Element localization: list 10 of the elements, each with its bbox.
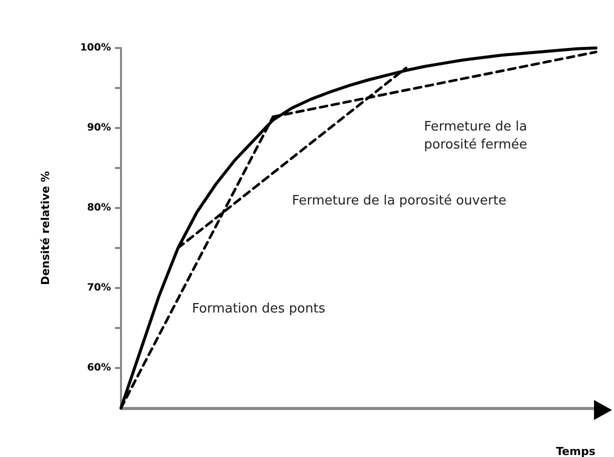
y-tick-label: 90% — [87, 122, 111, 134]
y-tick-label: 80% — [87, 202, 111, 214]
y-tick-label: 60% — [87, 362, 111, 374]
annotation: Fermeture de la porosité fermée — [424, 120, 528, 152]
y-tick-label: 70% — [87, 282, 111, 294]
y-tick-label: 100% — [80, 42, 111, 54]
annotation: Formation des ponts — [192, 302, 326, 316]
x-axis-title: Temps — [556, 445, 596, 457]
annotation: Fermeture de la porosité ouverte — [292, 194, 506, 208]
y-axis-title: Densité relative % — [39, 171, 52, 285]
